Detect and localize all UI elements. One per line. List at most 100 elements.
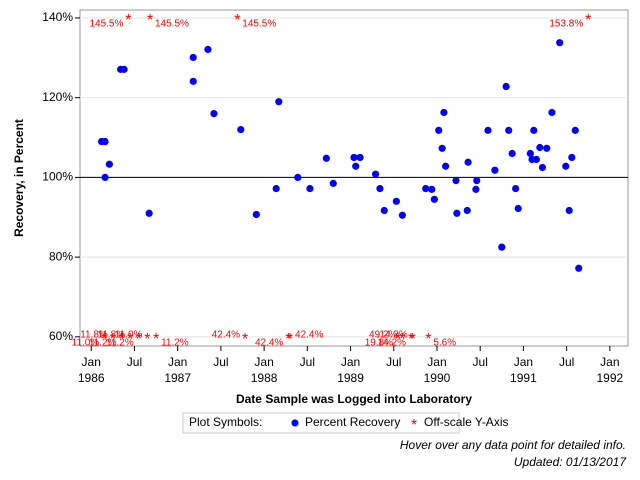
x-tick-label: Jul (300, 355, 315, 369)
data-point[interactable] (571, 126, 579, 134)
data-point[interactable] (372, 170, 380, 178)
off-scale-point[interactable]: * (408, 331, 414, 348)
off-scale-point[interactable]: * (147, 12, 153, 29)
data-point[interactable] (556, 39, 564, 47)
data-label: 5.6% (433, 337, 456, 348)
data-point[interactable] (145, 209, 153, 217)
data-point[interactable] (498, 243, 506, 251)
off-scale-point[interactable]: * (399, 331, 405, 348)
off-scale-point[interactable]: * (110, 331, 116, 348)
y-axis-label: Recovery, in Percent (12, 119, 26, 237)
data-label: 11.2% (89, 337, 117, 348)
x-tick-label: Jul (127, 355, 142, 369)
data-point[interactable] (472, 185, 480, 193)
data-point[interactable] (438, 144, 446, 152)
data-point[interactable] (252, 210, 260, 219)
data-point[interactable] (565, 206, 573, 215)
x-tick-label: Jan 1987 (164, 355, 191, 385)
data-point[interactable] (442, 162, 450, 170)
data-label: 145.5% (155, 19, 189, 30)
data-point[interactable] (532, 155, 540, 164)
data-label: 19.8% (365, 337, 393, 348)
data-point[interactable] (543, 144, 551, 152)
off-scale-point[interactable]: * (118, 331, 124, 348)
data-point[interactable] (306, 184, 314, 193)
data-label: 49.2% (369, 329, 397, 340)
data-point[interactable] (512, 184, 520, 193)
data-point[interactable] (352, 162, 360, 170)
data-point[interactable] (422, 184, 430, 193)
data-point[interactable] (398, 211, 407, 219)
off-scale-point[interactable]: * (410, 331, 416, 348)
data-point[interactable] (526, 149, 534, 158)
data-point[interactable] (473, 176, 481, 185)
data-point[interactable] (120, 65, 128, 73)
data-point[interactable] (484, 126, 492, 134)
data-point[interactable] (329, 179, 337, 187)
data-label: 145.5% (242, 19, 276, 30)
data-point[interactable] (210, 110, 218, 118)
off-scale-point[interactable]: * (234, 12, 240, 29)
data-point[interactable] (548, 108, 556, 117)
data-point[interactable] (376, 184, 384, 193)
off-scale-point[interactable]: * (101, 331, 107, 348)
data-point[interactable] (272, 184, 280, 193)
x-tick-label: Jan 1989 (337, 355, 364, 385)
data-point[interactable] (464, 158, 472, 166)
data-point[interactable] (380, 206, 388, 215)
off-scale-point[interactable]: * (425, 331, 431, 348)
data-point[interactable] (452, 176, 460, 185)
data-point[interactable] (530, 126, 538, 134)
off-scale-point[interactable]: * (287, 331, 293, 348)
data-point[interactable] (430, 195, 438, 203)
data-point[interactable] (428, 185, 436, 193)
data-point[interactable] (392, 197, 400, 205)
data-point[interactable] (568, 153, 576, 162)
data-point[interactable] (294, 173, 302, 182)
data-point[interactable] (536, 143, 544, 152)
data-label: 11.2% (161, 337, 189, 348)
data-point[interactable] (435, 126, 443, 134)
data-point[interactable] (508, 149, 516, 158)
off-scale-point[interactable]: * (285, 331, 291, 348)
data-point[interactable] (463, 206, 471, 215)
data-point[interactable] (562, 162, 570, 170)
data-point[interactable] (505, 126, 513, 134)
off-scale-point[interactable]: * (153, 331, 159, 348)
x-tick-label: Jul (559, 355, 574, 369)
off-scale-point[interactable]: * (144, 331, 150, 348)
data-point[interactable] (575, 264, 583, 272)
data-point[interactable] (322, 154, 330, 162)
data-point[interactable] (275, 98, 283, 106)
off-scale-point[interactable]: * (136, 331, 142, 348)
data-point[interactable] (105, 160, 113, 168)
data-point[interactable] (237, 125, 245, 134)
off-scale-point[interactable]: * (127, 331, 133, 348)
data-point[interactable] (514, 204, 522, 213)
data-point[interactable] (356, 153, 364, 162)
data-point[interactable] (350, 153, 358, 162)
data-point[interactable] (204, 45, 212, 54)
off-scale-point[interactable]: * (242, 331, 248, 348)
data-point[interactable] (538, 163, 547, 172)
plot-frame (79, 9, 629, 347)
data-point[interactable] (189, 53, 197, 62)
data-point[interactable] (502, 82, 510, 91)
legend-label: Off-scale Y-Axis (424, 415, 508, 429)
data-point[interactable] (101, 137, 109, 146)
data-point[interactable] (453, 209, 461, 217)
data-point[interactable] (189, 77, 197, 85)
off-scale-point[interactable]: * (585, 12, 591, 29)
data-point[interactable] (440, 108, 448, 117)
data-point[interactable] (491, 166, 499, 174)
footnote: Updated: 01/13/2017 (514, 455, 627, 469)
off-scale-point[interactable]: * (395, 331, 401, 348)
data-point[interactable] (101, 173, 109, 182)
data-label: 11.0% (72, 337, 100, 348)
y-tick-label: 140% (42, 10, 73, 24)
off-scale-point[interactable]: * (125, 12, 131, 29)
x-tick-label: Jul (473, 355, 488, 369)
data-label: 14.2% (378, 337, 406, 348)
legend-star: * (411, 417, 417, 434)
